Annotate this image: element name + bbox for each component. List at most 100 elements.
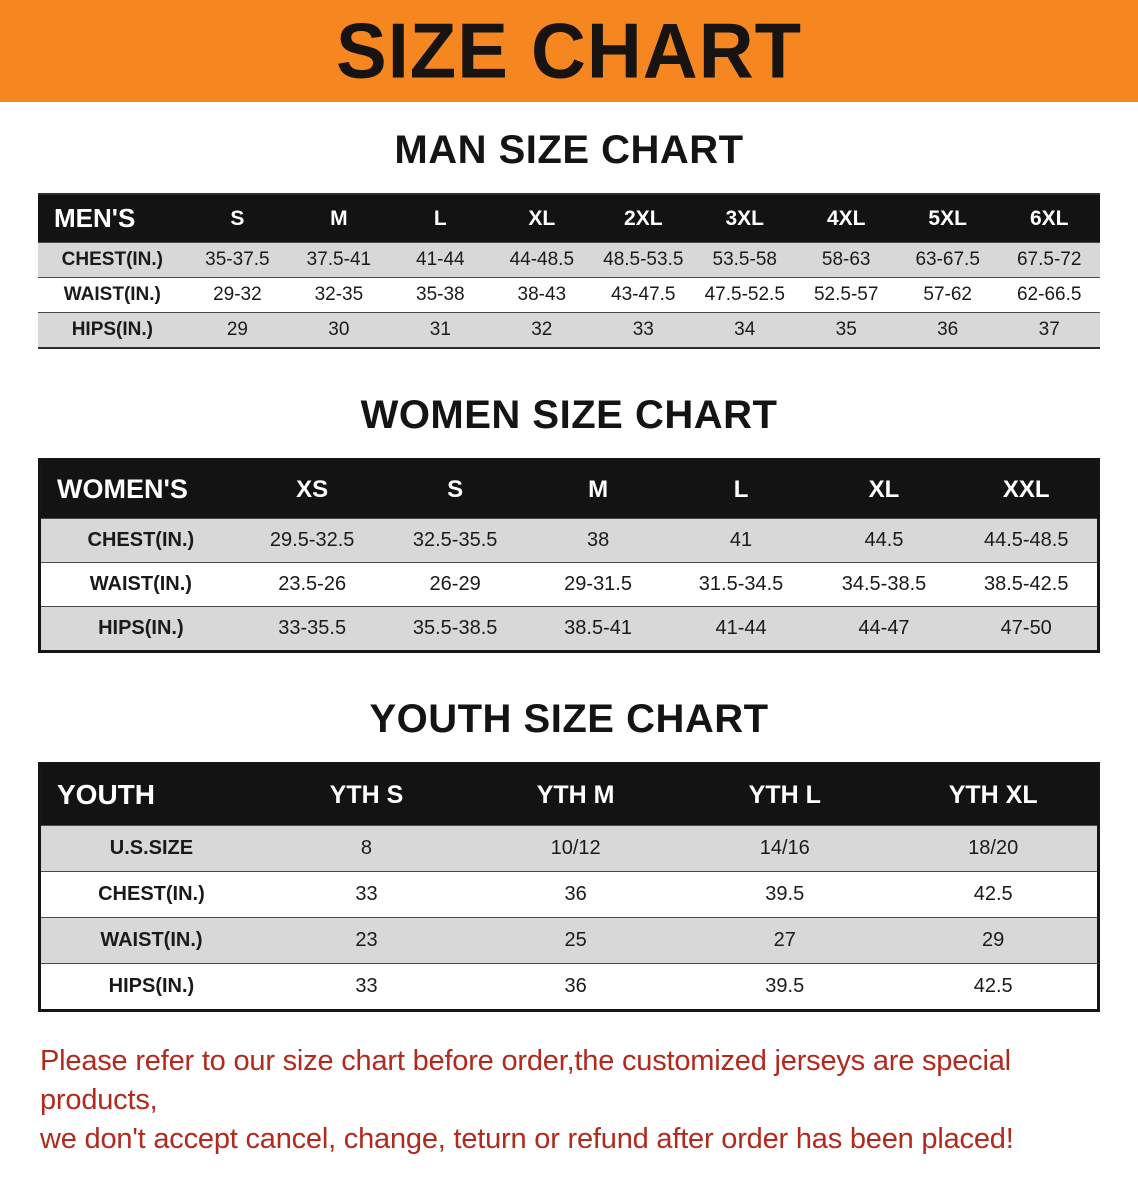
size-value: 53.5-58 (694, 242, 796, 278)
size-value: 67.5-72 (998, 242, 1100, 278)
youth-size-chart-section: YOUTH SIZE CHART YOUTH YTH S YTH M YTH L YTH … (38, 697, 1100, 1012)
size-value: 10/12 (471, 825, 681, 872)
youth-size-chart-row-hips-in: HIPS(IN.) 33 36 39.5 42.5 (39, 963, 1099, 1011)
size-value: 36 (471, 963, 681, 1011)
size-column-header: 2XL (592, 194, 695, 243)
size-value: 44.5-48.5 (955, 518, 1099, 563)
women-size-chart-row-chest-in: CHEST(IN.) 29.5-32.5 32.5-35.5 38 41 44.5 44.5… (39, 518, 1099, 563)
size-value: 29-31.5 (526, 562, 670, 607)
size-value: 52.5-57 (795, 277, 897, 313)
size-value: 39.5 (680, 871, 890, 918)
size-column-header: M (526, 459, 670, 519)
size-value: 33 (261, 871, 472, 918)
size-value: 14/16 (680, 825, 890, 872)
size-value: 48.5-53.5 (592, 242, 695, 278)
size-value: 29 (889, 917, 1099, 964)
youth-size-chart-table: YOUTH YTH S YTH M YTH L YTH XL U.S.SIZE 8 10/12… (38, 762, 1100, 1012)
size-column-header: YTH M (471, 763, 681, 826)
disclaimer-line: Please refer to our size chart before or… (40, 1045, 1011, 1117)
size-value: 30 (288, 312, 390, 348)
size-value: 26-29 (383, 562, 527, 607)
women-size-chart-corner-label: WOMEN'S (39, 459, 241, 519)
size-value: 35.5-38.5 (383, 606, 527, 652)
men-size-chart-heading: MAN SIZE CHART (394, 128, 744, 172)
men-size-chart-section: MAN SIZE CHART MEN'S S M L XL 2XL 3XL 4XL 5XL 6XL C… (38, 128, 1100, 349)
size-value: 62-66.5 (998, 277, 1100, 313)
size-value: 47-50 (955, 606, 1099, 652)
row-label: CHEST(IN.) (38, 242, 187, 278)
size-column-header: XL (491, 194, 593, 243)
size-value: 35-37.5 (186, 242, 289, 278)
size-value: 38.5-41 (526, 606, 670, 652)
size-column-header: S (186, 194, 289, 243)
size-column-header: 6XL (998, 194, 1100, 243)
row-label: WAIST(IN.) (39, 562, 241, 607)
size-value: 37.5-41 (288, 242, 390, 278)
size-value: 58-63 (795, 242, 897, 278)
youth-size-chart-row-chest-in: CHEST(IN.) 33 36 39.5 42.5 (39, 871, 1099, 918)
size-value: 29.5-32.5 (240, 518, 384, 563)
disclaimer: Please refer to our size chart before or… (38, 1042, 1100, 1159)
size-value: 57-62 (896, 277, 999, 313)
page-title: SIZE CHART (336, 7, 802, 95)
size-value: 32.5-35.5 (383, 518, 527, 563)
size-column-header: XXL (955, 459, 1099, 519)
banner: SIZE CHART (0, 0, 1138, 102)
size-column-header: M (288, 194, 390, 243)
size-value: 32 (491, 312, 593, 348)
men-size-chart-header-row: MEN'S S M L XL 2XL 3XL 4XL 5XL 6XL (38, 194, 1100, 243)
size-value: 29-32 (186, 277, 289, 313)
row-label: U.S.SIZE (39, 825, 262, 872)
size-value: 41-44 (669, 606, 813, 652)
women-size-chart-row-hips-in: HIPS(IN.) 33-35.5 35.5-38.5 38.5-41 41-44 44-… (39, 606, 1099, 652)
size-value: 23.5-26 (240, 562, 384, 607)
size-column-header: YTH XL (889, 763, 1099, 826)
size-value: 31.5-34.5 (669, 562, 813, 607)
size-column-header: XL (812, 459, 956, 519)
size-column-header: YTH L (680, 763, 890, 826)
size-column-header: L (669, 459, 813, 519)
sections: MAN SIZE CHART MEN'S S M L XL 2XL 3XL 4XL 5XL 6XL C… (38, 128, 1100, 1012)
size-column-header: L (389, 194, 492, 243)
size-column-header: 3XL (694, 194, 796, 243)
size-column-header: XS (240, 459, 384, 519)
size-column-header: 4XL (795, 194, 897, 243)
size-value: 38-43 (491, 277, 593, 313)
size-value: 44.5 (812, 518, 956, 563)
size-value: 29 (186, 312, 289, 348)
size-value: 35-38 (389, 277, 492, 313)
size-value: 47.5-52.5 (694, 277, 796, 313)
row-label: HIPS(IN.) (39, 606, 241, 652)
men-size-chart-row-waist-in: WAIST(IN.) 29-32 32-35 35-38 38-43 43-47.5 47.… (38, 277, 1100, 313)
size-chart-content: MAN SIZE CHART MEN'S S M L XL 2XL 3XL 4XL 5XL 6XL C… (0, 128, 1138, 1159)
size-column-header: 5XL (896, 194, 999, 243)
row-label: WAIST(IN.) (39, 917, 262, 964)
size-value: 41-44 (389, 242, 492, 278)
size-value: 32-35 (288, 277, 390, 313)
size-value: 38 (526, 518, 670, 563)
size-value: 42.5 (889, 963, 1099, 1011)
row-label: HIPS(IN.) (39, 963, 262, 1011)
size-value: 34 (694, 312, 796, 348)
youth-size-chart-heading: YOUTH SIZE CHART (369, 697, 769, 741)
size-value: 38.5-42.5 (955, 562, 1099, 607)
men-size-chart-table: MEN'S S M L XL 2XL 3XL 4XL 5XL 6XL CHEST(IN.) 35-37… (38, 193, 1100, 349)
size-value: 39.5 (680, 963, 890, 1011)
women-size-chart-header-row: WOMEN'S XS S M L XL XXL (39, 459, 1099, 519)
row-label: CHEST(IN.) (39, 871, 262, 918)
women-size-chart-heading: WOMEN SIZE CHART (360, 393, 778, 437)
row-label: HIPS(IN.) (38, 312, 187, 348)
size-value: 34.5-38.5 (812, 562, 956, 607)
size-value: 33 (261, 963, 472, 1011)
size-value: 31 (389, 312, 492, 348)
row-label: CHEST(IN.) (39, 518, 241, 563)
row-label: WAIST(IN.) (38, 277, 187, 313)
size-value: 8 (261, 825, 472, 872)
youth-size-chart-row-waist-in: WAIST(IN.) 23 25 27 29 (39, 917, 1099, 964)
women-size-chart-table: WOMEN'S XS S M L XL XXL CHEST(IN.) 29.5-32.5 32.5… (38, 458, 1100, 653)
disclaimer-line: we don't accept cancel, change, teturn o… (40, 1123, 1014, 1156)
youth-size-chart-header-row: YOUTH YTH S YTH M YTH L YTH XL (39, 763, 1099, 826)
size-value: 37 (998, 312, 1100, 348)
men-size-chart-row-hips-in: HIPS(IN.) 29 30 31 32 33 34 35 36 37 (38, 312, 1100, 348)
youth-size-chart-corner-label: YOUTH (39, 763, 262, 826)
